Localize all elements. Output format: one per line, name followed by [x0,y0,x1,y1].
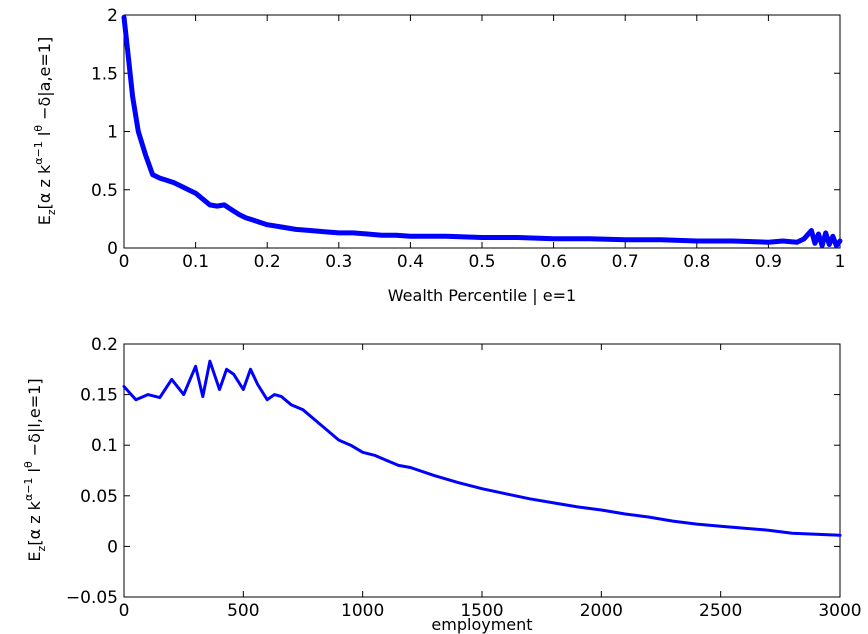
bottom-x-axis-label: employment [431,615,532,634]
bottom-x-axis: 0 500 1000 1500 2000 2500 3000 [119,344,862,621]
x-tick-label: 2500 [699,601,742,621]
x-tick-label: 0 [119,601,130,621]
y-tick-label: 0.2 [91,335,118,355]
x-tick-label: 0.3 [325,252,352,272]
y-tick-label: 0 [107,537,118,557]
y-tick-label: −0.05 [66,588,118,608]
x-tick-label: 0.8 [683,252,710,272]
top-y-axis: 0 0.5 1 1.5 2 [91,6,840,259]
y-tick-label: 2 [107,6,118,26]
top-chart: 0 0.1 0.2 0.3 0.4 0.5 0.6 0.7 0.8 0.9 1 00.511.52 … [32,6,845,305]
top-series-line [121,14,843,249]
bottom-chart: 0 500 1000 1500 2000 2500 3000 −0.0500.050.10.… [22,335,862,634]
y-tick-label: 0 [107,239,118,259]
x-tick-label: 3000 [818,601,861,621]
x-tick-label: 1000 [341,601,384,621]
x-tick-label: 0.2 [254,252,281,272]
top-x-axis: 0 0.1 0.2 0.3 0.4 0.5 0.6 0.7 0.8 0.9 1 [119,15,846,272]
x-tick-label: 500 [227,601,259,621]
y-tick-label: 1 [107,123,118,143]
top-y-axis-label: Ez[α z kα−1 lθ −δ|a,e=1] [32,37,58,225]
y-tick-label: 0.05 [80,487,118,507]
x-tick-label: 0.6 [540,252,567,272]
bottom-y-axis: −0.05 0 0.05 0.1 0.15 0.2 [66,335,840,608]
y-tick-label: 0.1 [91,436,118,456]
x-tick-label: 0 [119,252,130,272]
y-tick-label: 0.5 [91,181,118,201]
top-x-axis-label: Wealth Percentile | e=1 [388,286,576,305]
x-tick-label: 1 [835,252,846,272]
x-tick-label: 2000 [580,601,623,621]
x-tick-label: 0.5 [468,252,495,272]
x-tick-label: 0.7 [612,252,639,272]
x-tick-label: 0.9 [755,252,782,272]
bottom-y-axis-label: Ez[α z kα−1 lθ −δ|l,e=1] [22,378,48,561]
x-tick-label: 0.4 [397,252,424,272]
y-tick-label: 0.15 [80,386,118,406]
y-tick-label: 1.5 [91,64,118,84]
bottom-series-line [122,359,842,537]
x-tick-label: 1500 [460,601,503,621]
x-tick-label: 0.1 [182,252,209,272]
